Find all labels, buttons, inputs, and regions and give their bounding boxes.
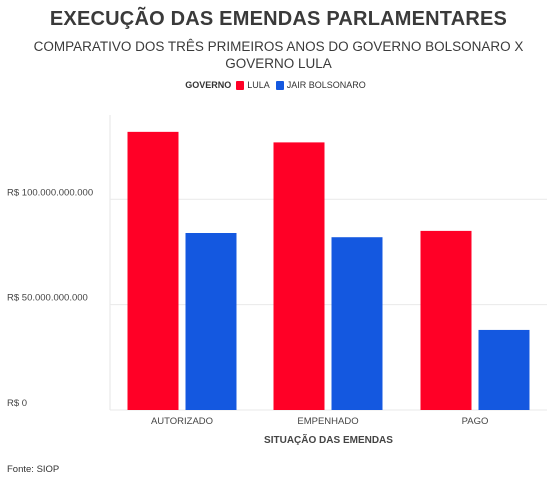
legend-label-bolsonaro: JAIR BOLSONARO — [286, 80, 366, 90]
y-tick-label: R$ 50.000.000.000 — [7, 293, 88, 304]
bar-lula-autorizado — [127, 131, 179, 410]
x-tick-label: EMPENHADO — [297, 416, 358, 427]
legend-item-lula[interactable]: LULA — [236, 80, 270, 90]
bar-lula-empenhado — [273, 142, 325, 410]
bar-lula-pago — [420, 230, 472, 410]
bar-bolsonaro-empenhado — [331, 237, 383, 410]
x-tick-label: PAGO — [462, 416, 489, 427]
y-tick-label: R$ 0 — [7, 398, 27, 409]
x-tick-label: AUTORIZADO — [151, 416, 213, 427]
chart-subtitle: COMPARATIVO DOS TRÊS PRIMEIROS ANOS DO G… — [33, 39, 524, 71]
source-note: Fonte: SIOP — [7, 464, 60, 475]
bar-bolsonaro-pago — [478, 329, 530, 410]
y-tick-label: R$ 100.000.000.000 — [7, 187, 93, 198]
legend-swatch-lula — [236, 80, 245, 90]
legend-swatch-bolsonaro — [275, 80, 284, 90]
chart-title: EXECUÇÃO DAS EMENDAS PARLAMENTARES — [49, 8, 508, 30]
legend-item-bolsonaro[interactable]: JAIR BOLSONARO — [275, 80, 366, 90]
bar-bolsonaro-autorizado — [185, 233, 237, 410]
x-axis-title: SITUAÇÃO DAS EMENDAS — [264, 433, 393, 446]
legend-title: GOVERNO — [185, 80, 232, 90]
legend: GOVERNO LULA JAIR BOLSONARO — [0, 80, 557, 90]
legend-label-lula: LULA — [247, 80, 270, 90]
